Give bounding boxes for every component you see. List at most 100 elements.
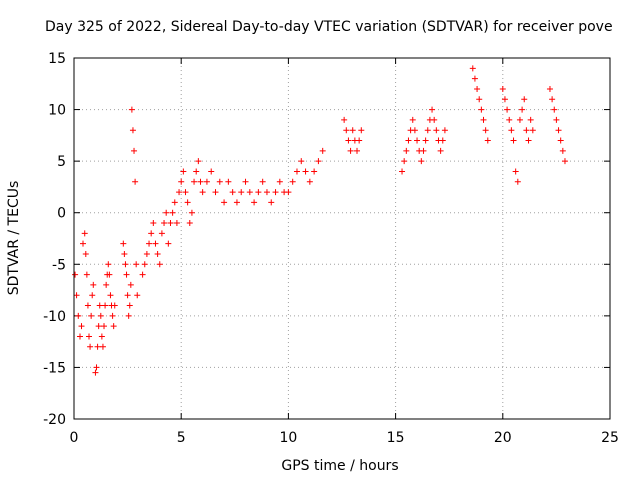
data-point: [176, 189, 183, 196]
data-point: [80, 240, 87, 247]
data-point: [559, 147, 566, 154]
data-point: [73, 292, 80, 299]
data-point: [356, 137, 363, 144]
data-point: [411, 127, 418, 134]
data-point: [78, 323, 85, 330]
data-point: [129, 127, 136, 134]
data-point: [347, 147, 354, 154]
data-point: [474, 85, 481, 92]
data-point: [510, 137, 517, 144]
data-point: [529, 127, 536, 134]
data-point: [263, 189, 270, 196]
data-point: [99, 343, 106, 350]
data-point: [471, 75, 478, 82]
data-point: [134, 292, 141, 299]
data-point: [90, 281, 97, 288]
data-point: [148, 230, 155, 237]
data-point: [525, 137, 532, 144]
data-point: [158, 230, 165, 237]
x-tick-label: 0: [70, 430, 79, 446]
y-tick-label: -5: [52, 257, 66, 273]
data-point: [293, 168, 300, 175]
data-point: [298, 158, 305, 165]
data-point: [167, 220, 174, 227]
y-tick-label: -10: [43, 309, 66, 325]
data-point: [97, 312, 104, 319]
data-point: [285, 189, 292, 196]
data-point: [268, 199, 275, 206]
data-point: [89, 292, 96, 299]
data-point: [506, 116, 513, 123]
data-point: [251, 199, 258, 206]
data-point: [484, 137, 491, 144]
data-point: [111, 302, 118, 309]
x-tick-label: 10: [279, 430, 297, 446]
data-point: [512, 168, 519, 175]
data-point: [146, 240, 153, 247]
data-point: [83, 271, 90, 278]
data-point: [84, 302, 91, 309]
data-point: [128, 106, 135, 113]
data-point: [141, 261, 148, 268]
data-point: [110, 323, 117, 330]
data-point: [409, 116, 416, 123]
data-point: [197, 178, 204, 185]
data-point: [259, 178, 266, 185]
data-point: [169, 209, 176, 216]
data-point: [225, 178, 232, 185]
data-point: [165, 240, 172, 247]
data-point: [125, 312, 132, 319]
data-point: [139, 271, 146, 278]
data-point: [527, 116, 534, 123]
data-point: [553, 116, 560, 123]
data-point: [315, 158, 322, 165]
data-point: [546, 85, 553, 92]
data-point: [469, 65, 476, 72]
data-point: [514, 178, 521, 185]
data-point: [101, 323, 108, 330]
data-point: [156, 261, 163, 268]
data-point: [121, 250, 128, 257]
data-point: [478, 106, 485, 113]
data-point: [102, 302, 109, 309]
chart-title: Day 325 of 2022, Sidereal Day-to-day VTE…: [45, 19, 613, 35]
data-point: [126, 302, 133, 309]
data-point: [123, 271, 130, 278]
y-tick-label: 0: [57, 206, 66, 222]
data-point: [519, 106, 526, 113]
data-point: [289, 178, 296, 185]
data-point: [173, 220, 180, 227]
data-point: [86, 333, 93, 340]
data-point: [77, 333, 84, 340]
x-tick-label: 15: [387, 430, 405, 446]
data-point: [96, 302, 103, 309]
data-point: [107, 292, 114, 299]
data-point: [199, 189, 206, 196]
data-point: [504, 106, 511, 113]
data-point: [81, 230, 88, 237]
data-point: [418, 158, 425, 165]
data-point: [127, 281, 134, 288]
data-point: [414, 137, 421, 144]
data-point: [306, 178, 313, 185]
data-point: [276, 178, 283, 185]
data-point: [171, 199, 178, 206]
data-point: [180, 168, 187, 175]
data-point: [82, 250, 89, 257]
data-point: [311, 168, 318, 175]
data-point: [72, 271, 79, 278]
data-point: [555, 127, 562, 134]
data-point: [424, 127, 431, 134]
data-point: [193, 168, 200, 175]
data-point: [120, 240, 127, 247]
data-point: [161, 220, 168, 227]
data-point: [242, 178, 249, 185]
grid: [74, 58, 610, 419]
data-point: [188, 209, 195, 216]
data-point: [178, 178, 185, 185]
data-point: [399, 168, 406, 175]
data-point: [238, 189, 245, 196]
data-point: [150, 220, 157, 227]
data-point: [508, 127, 515, 134]
x-tick-label: 20: [494, 430, 512, 446]
